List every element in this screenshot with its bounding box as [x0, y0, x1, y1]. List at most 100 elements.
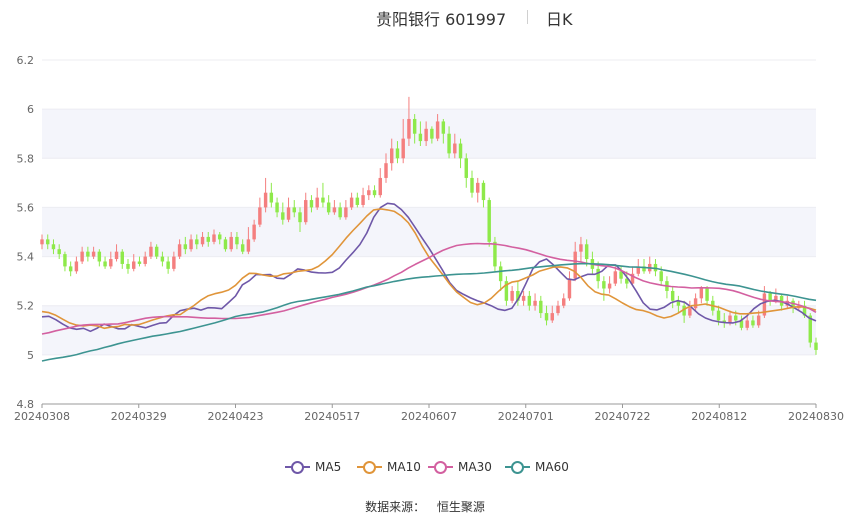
candle-body [286, 207, 291, 220]
candle-body [132, 261, 136, 269]
candle-body [705, 288, 709, 301]
candle-body [814, 342, 818, 350]
chart-title: 贵阳银行 601997 [376, 10, 507, 29]
candle-body [625, 278, 629, 284]
data-source-label: 数据来源： [365, 500, 426, 514]
candle-body [126, 263, 130, 269]
candle-body [607, 283, 612, 289]
candle-body [378, 177, 382, 196]
legend-item-ma10[interactable]: MA10 [357, 456, 421, 478]
x-tick-label: 20240607 [401, 410, 457, 423]
candle-body [739, 320, 744, 328]
candle-body [46, 239, 50, 245]
candle-body [487, 200, 491, 242]
candle-body [195, 239, 199, 245]
grid-band [42, 305, 816, 355]
candle-body [510, 290, 514, 301]
ma-line-ma5 [41, 202, 817, 333]
x-tick-label: 20240517 [304, 410, 360, 423]
candle-body [435, 121, 440, 139]
candle-body [137, 261, 142, 264]
legend-marker-icon [505, 460, 530, 474]
candle-body [567, 278, 572, 299]
candle-body [344, 207, 348, 218]
legend-item-ma60[interactable]: MA60 [505, 456, 569, 478]
candle-body [470, 177, 474, 193]
candle-body [751, 320, 755, 326]
legend-item-ma5[interactable]: MA5 [285, 456, 341, 478]
legend-label: MA30 [458, 460, 492, 474]
candle-body [613, 271, 618, 284]
candle-body [80, 251, 84, 262]
candle-body [258, 207, 262, 225]
period-label[interactable]: 日K [546, 10, 573, 29]
candle-body [774, 295, 778, 301]
title-divider [527, 10, 528, 24]
candle-body [51, 244, 56, 250]
candle-body [762, 293, 767, 316]
candle-body [527, 295, 532, 306]
data-source: 数据来源： 恒生聚源 [0, 498, 850, 515]
candle-body [361, 195, 365, 205]
candle-body [699, 288, 704, 299]
candle-body [481, 182, 486, 201]
candle-body [172, 256, 176, 269]
legend-item-ma30[interactable]: MA30 [428, 456, 492, 478]
candle-body [573, 251, 577, 279]
x-tick-label: 20240701 [498, 410, 554, 423]
candle-body [424, 128, 428, 142]
candle-body [332, 207, 337, 213]
candle-body [688, 308, 692, 316]
candle-body [533, 300, 537, 306]
candles [40, 96, 818, 355]
candle-body [453, 143, 457, 154]
candle-body [745, 320, 749, 328]
candle-body [240, 244, 245, 252]
candle-body [367, 190, 371, 196]
candle-body [716, 310, 721, 321]
candle-body [97, 251, 102, 262]
legend-label: MA10 [387, 460, 421, 474]
candle-body [160, 256, 165, 262]
candle-body [562, 298, 566, 306]
chart-header: 贵阳银行 601997 日K [0, 4, 850, 29]
candle-body [120, 251, 124, 264]
candle-body [200, 236, 205, 245]
y-tick-label: 5.2 [17, 300, 35, 313]
candle-body [768, 293, 772, 301]
candle-body [395, 148, 400, 159]
candle-body [693, 298, 698, 309]
candle-body [372, 190, 377, 196]
candle-body [74, 261, 79, 272]
candle-body [63, 254, 67, 267]
candle-body [642, 266, 646, 272]
candle-body [602, 281, 606, 289]
candle-body [498, 266, 503, 282]
legend: MA5 MA10 MA30 MA60 [0, 456, 850, 478]
candle-body [189, 239, 193, 250]
candle-body [263, 192, 268, 208]
ma-line-ma30 [41, 242, 817, 335]
candle-body [418, 133, 423, 142]
kline-chart: 4.855.25.45.65.866.2 20240308 20240329 202… [14, 54, 844, 423]
candle-body [40, 239, 44, 245]
x-tick-label: 20240329 [111, 410, 167, 423]
x-tick-label: 20240812 [691, 410, 747, 423]
candle-body [338, 207, 342, 218]
candle-body [791, 300, 795, 309]
legend-label: MA5 [315, 460, 342, 474]
candle-body [229, 236, 233, 250]
x-tick-label: 20240830 [788, 410, 844, 423]
candle-body [802, 305, 807, 316]
legend-marker-icon [428, 460, 453, 474]
grid-bands [42, 59, 816, 405]
candle-body [149, 246, 153, 257]
candle-body [281, 212, 285, 220]
candle-body [653, 263, 658, 272]
candle-body [756, 315, 761, 326]
candle-body [464, 158, 468, 178]
candle-body [86, 251, 90, 257]
candle-body [734, 315, 738, 321]
x-axis-labels: 20240308 20240329 20240423 20240517 20240607… [14, 404, 844, 423]
legend-marker-ring [434, 461, 447, 474]
